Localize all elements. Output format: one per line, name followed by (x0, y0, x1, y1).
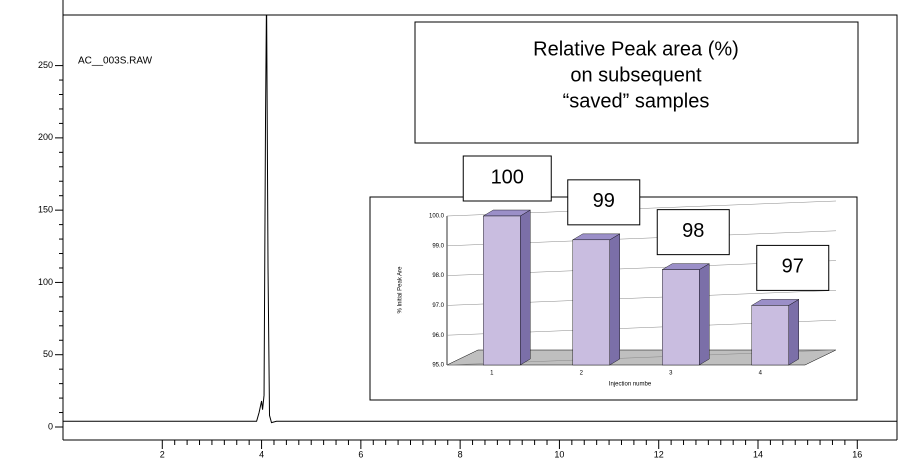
x-tick-label: 14 (753, 449, 763, 459)
chromatogram-trace (63, 15, 897, 424)
x-tick-label: 12 (654, 449, 664, 459)
y-tick-label: 100 (38, 277, 53, 287)
x-tick-label: 2 (580, 371, 584, 377)
x-tick-label: 1 (490, 371, 494, 377)
x-tick-label: 8 (458, 449, 463, 459)
y-tick-label: 99.0 (432, 243, 444, 249)
value-label-box (656, 209, 730, 256)
bar (662, 269, 700, 366)
inset-title: Relative Peak area (%) (533, 38, 739, 60)
y-tick-label: 50 (43, 349, 53, 359)
value-label: 98 (682, 220, 704, 242)
bar-side (788, 299, 799, 366)
value-label-box (462, 155, 552, 202)
x-tick-label: 10 (554, 449, 564, 459)
value-label-box (756, 244, 830, 291)
x-tick-label: 16 (852, 449, 862, 459)
inset-title: on subsequent (570, 64, 702, 86)
y-tick-label: 100.0 (429, 214, 445, 220)
bar-side (699, 263, 710, 366)
value-label: 99 (593, 190, 615, 212)
y-tick-label: 95.0 (432, 363, 444, 369)
y-tick-label: 250 (38, 60, 53, 70)
file-label: AC__003S.RAW (78, 56, 153, 67)
x-tick-label: 4 (759, 371, 763, 377)
x-tick-label: 2 (160, 449, 165, 459)
y-tick-label: 96.0 (432, 333, 444, 339)
y-tick-label: 0 (48, 421, 53, 431)
plot-frame (63, 14, 898, 440)
inset-x-label: Injection numbe (609, 382, 652, 388)
bar-side (520, 209, 531, 366)
y-tick-label: 150 (38, 205, 53, 215)
x-tick-label: 6 (358, 449, 363, 459)
title-box (414, 21, 859, 144)
bar (751, 305, 789, 366)
y-tick-label: 98.0 (432, 273, 444, 279)
bar-side (609, 233, 620, 366)
x-tick-label: 3 (669, 371, 673, 377)
y-tick-label: 200 (38, 132, 53, 142)
bar (483, 215, 521, 366)
bar (572, 239, 610, 366)
inset-title: “saved” samples (563, 90, 710, 112)
value-label-box (567, 179, 641, 226)
x-tick-label: 4 (259, 449, 264, 459)
y-tick-label: 97.0 (432, 303, 444, 309)
value-label: 100 (491, 166, 524, 188)
value-label: 97 (782, 256, 804, 278)
inset-y-label: % Initial Peak Are (398, 266, 404, 314)
